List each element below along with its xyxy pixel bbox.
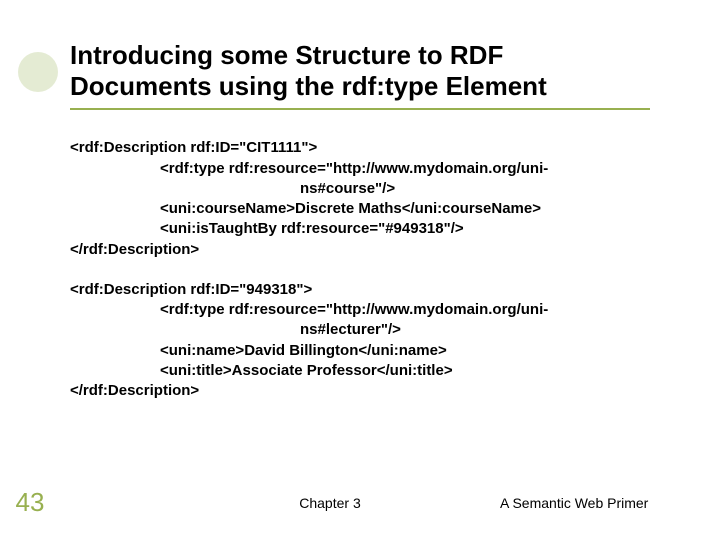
code-line: </rdf:Description> xyxy=(70,381,670,401)
code-line: <rdf:Description rdf:ID="CIT1111"> xyxy=(70,138,670,158)
code-line: ns#lecturer"/> xyxy=(70,320,670,340)
footer-chapter: Chapter 3 xyxy=(60,495,500,511)
slide-container: Introducing some Structure to RDF Docume… xyxy=(0,0,720,540)
page-number: 43 xyxy=(0,487,60,518)
title-line-1: Introducing some Structure to RDF xyxy=(70,40,670,71)
code-line: <uni:courseName>Discrete Maths</uni:cour… xyxy=(70,199,670,219)
title-underline xyxy=(70,108,650,110)
code-line: ns#course"/> xyxy=(70,179,670,199)
code-line: <rdf:type rdf:resource="http://www.mydom… xyxy=(70,300,670,320)
accent-dot xyxy=(18,52,58,92)
footer-source: A Semantic Web Primer xyxy=(500,495,720,511)
code-line: <rdf:Description rdf:ID="949318"> xyxy=(70,280,670,300)
code-line: <rdf:type rdf:resource="http://www.mydom… xyxy=(70,159,670,179)
code-block-2: <rdf:Description rdf:ID="949318"> <rdf:t… xyxy=(70,280,670,402)
code-line: </rdf:Description> xyxy=(70,240,670,260)
slide-footer: 43 Chapter 3 A Semantic Web Primer xyxy=(0,487,720,518)
code-line: <uni:name>David Billington</uni:name> xyxy=(70,341,670,361)
code-line: <uni:title>Associate Professor</uni:titl… xyxy=(70,361,670,381)
title-line-2: Documents using the rdf:type Element xyxy=(70,71,670,102)
slide-title: Introducing some Structure to RDF Docume… xyxy=(70,40,670,102)
code-line: <uni:isTaughtBy rdf:resource="#949318"/> xyxy=(70,219,670,239)
code-block-1: <rdf:Description rdf:ID="CIT1111"> <rdf:… xyxy=(70,138,670,260)
